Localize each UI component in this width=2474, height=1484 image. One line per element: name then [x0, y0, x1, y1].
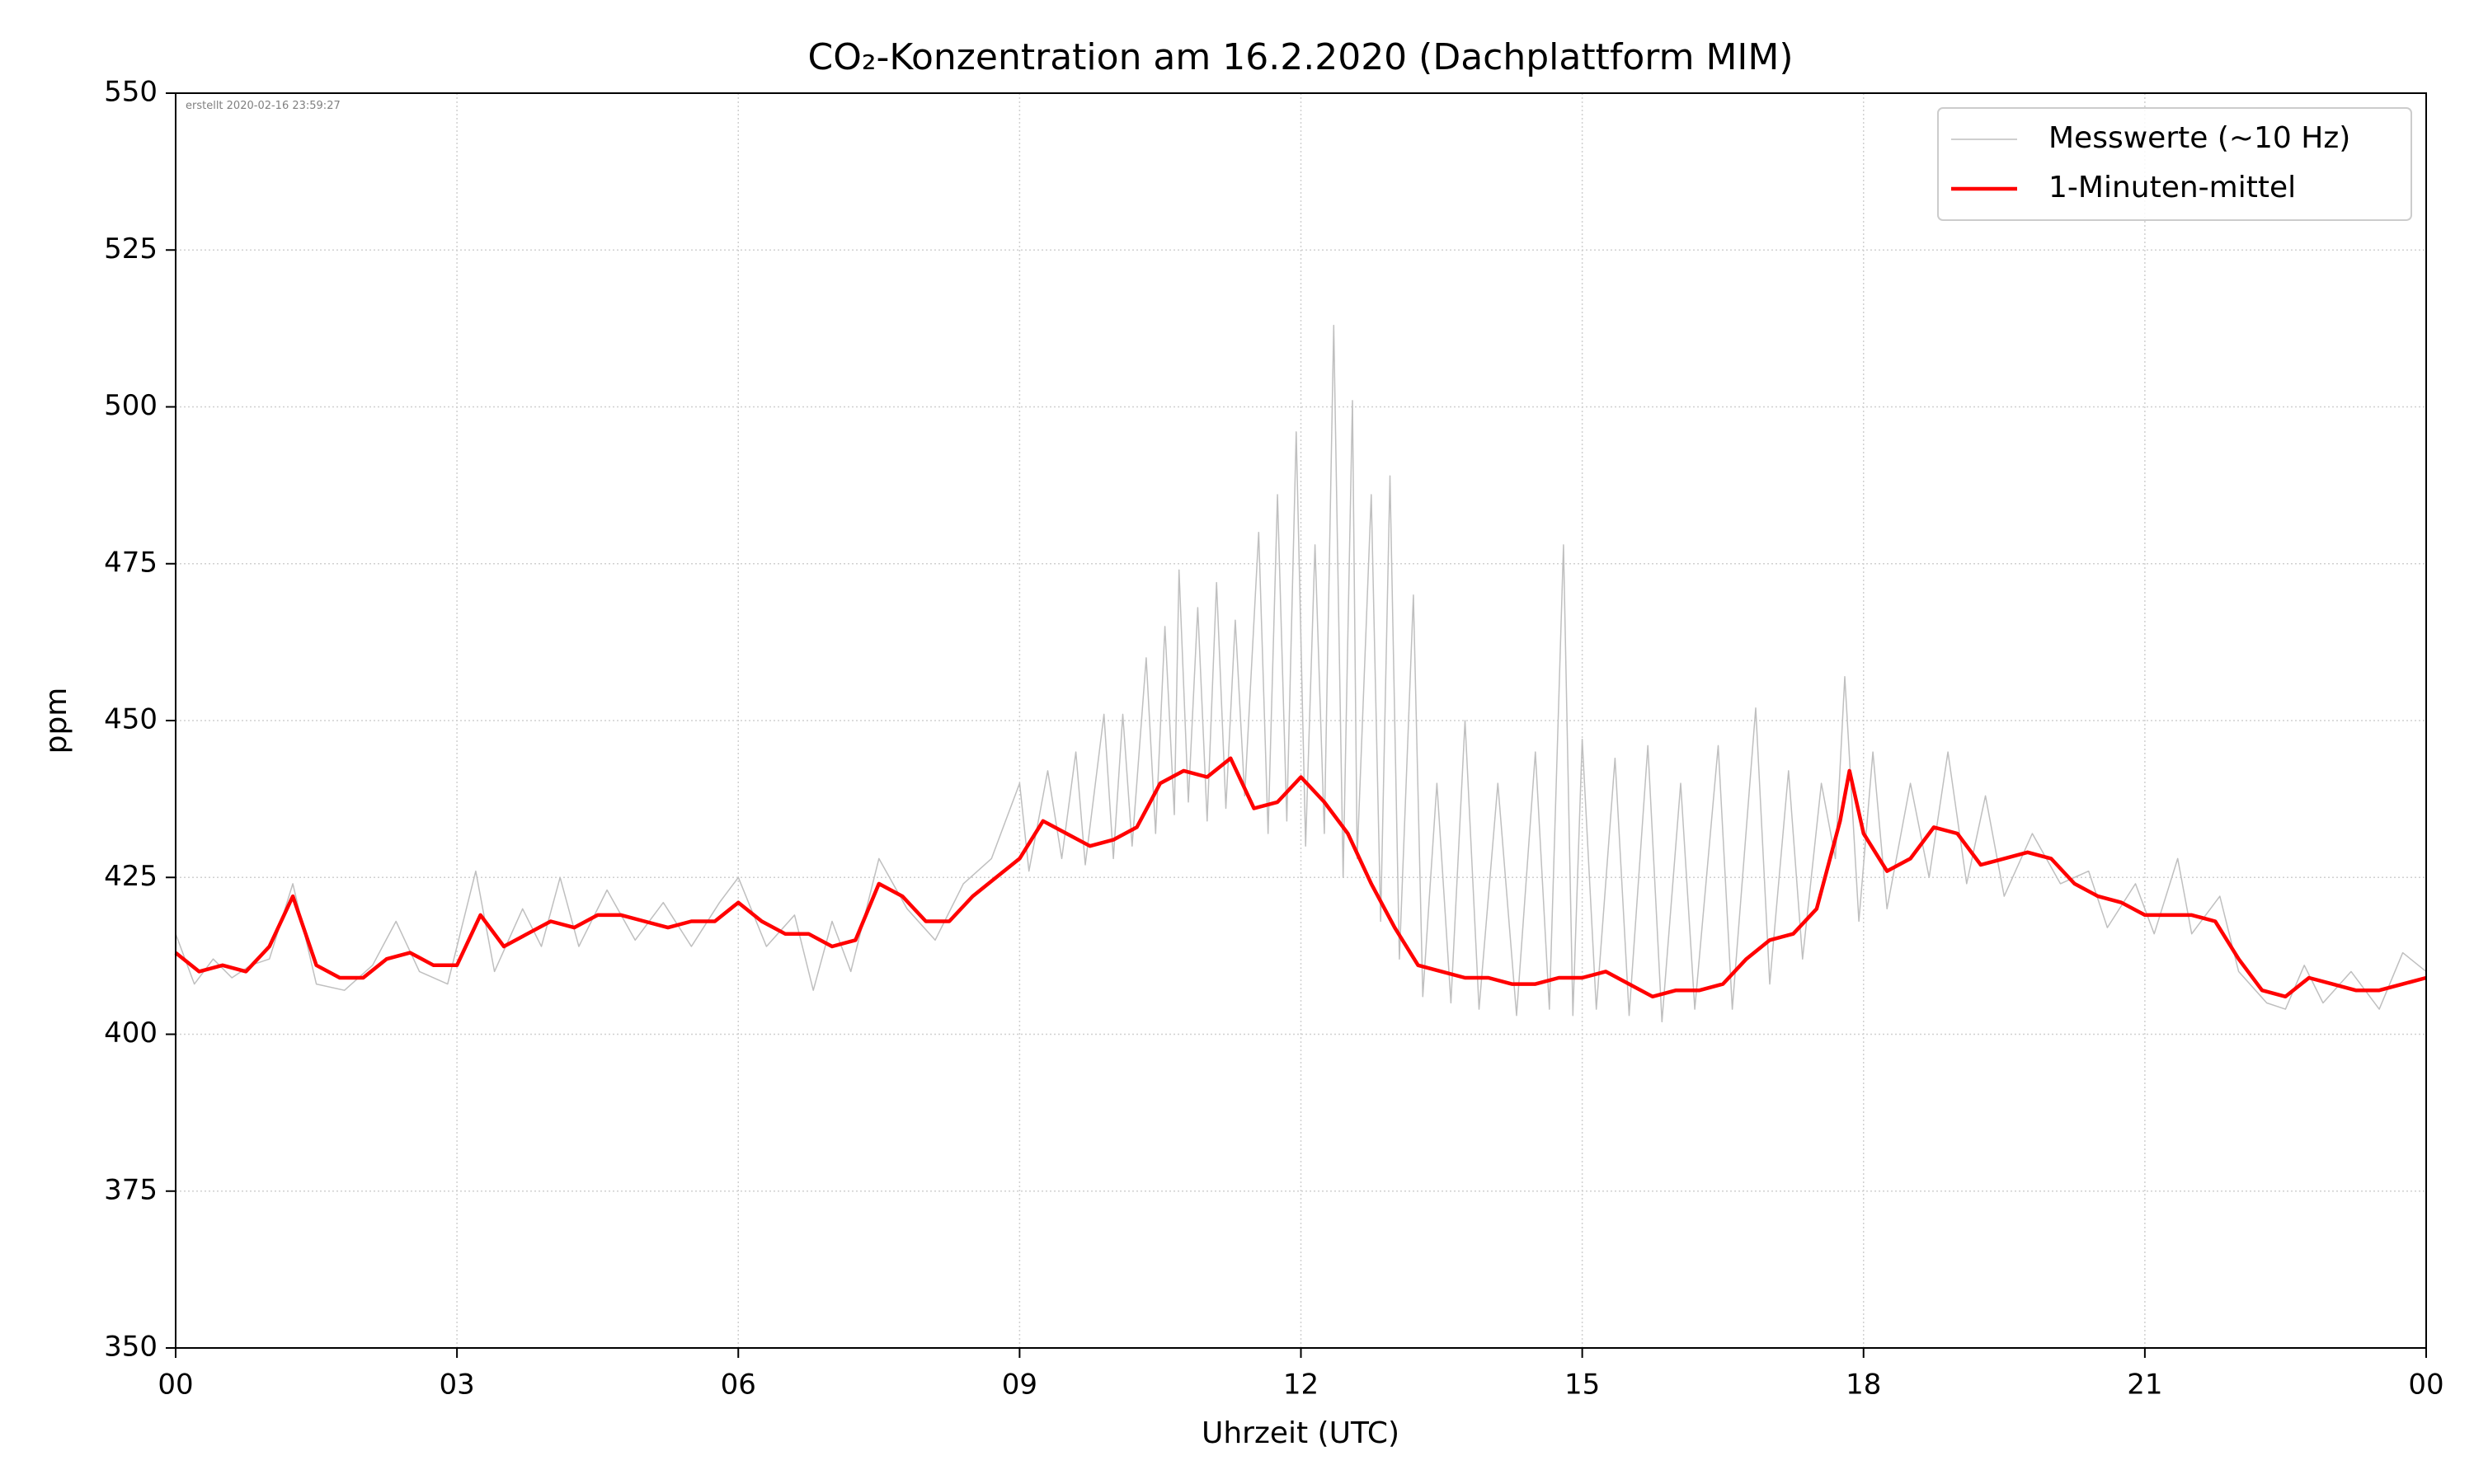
y-tick-label: 500: [104, 389, 158, 422]
y-tick-label: 350: [104, 1331, 158, 1364]
y-axis-label: ppm: [40, 688, 73, 754]
y-tick-label: 425: [104, 860, 158, 893]
x-tick-label: 00: [2408, 1369, 2443, 1402]
x-tick-label: 03: [439, 1369, 474, 1402]
chart-title: CO₂-Konzentration am 16.2.2020 (Dachplat…: [807, 36, 1793, 78]
annotation: erstellt 2020-02-16 23:59:27: [186, 100, 341, 112]
plot-frame: [175, 92, 2427, 1349]
y-tick-label: 450: [104, 703, 158, 736]
x-tick-label: 06: [721, 1369, 756, 1402]
x-axis-label: Uhrzeit (UTC): [1202, 1416, 1399, 1450]
y-tick-label: 525: [104, 232, 158, 265]
x-tick-label: 09: [1002, 1369, 1037, 1402]
y-tick-label: 475: [104, 546, 158, 579]
legend-box: [1937, 107, 2412, 221]
y-tick-label: 550: [104, 76, 158, 109]
x-tick-label: 15: [1564, 1369, 1600, 1402]
y-tick-label: 400: [104, 1017, 158, 1050]
legend-label: Messwerte (~10 Hz): [2048, 121, 2350, 155]
x-tick-label: 18: [1846, 1369, 1881, 1402]
legend: Messwerte (~10 Hz) 1-Minuten-mittel: [1937, 107, 2412, 221]
x-tick-label: 21: [2127, 1369, 2162, 1402]
series-line: [175, 324, 2427, 1023]
y-tick-label: 375: [104, 1173, 158, 1206]
legend-label: 1-Minuten-mittel: [2048, 171, 2296, 204]
x-tick-label: 00: [158, 1369, 193, 1402]
series-line: [174, 756, 2427, 999]
grid: [175, 92, 2427, 1349]
x-tick-label: 12: [1283, 1369, 1319, 1402]
